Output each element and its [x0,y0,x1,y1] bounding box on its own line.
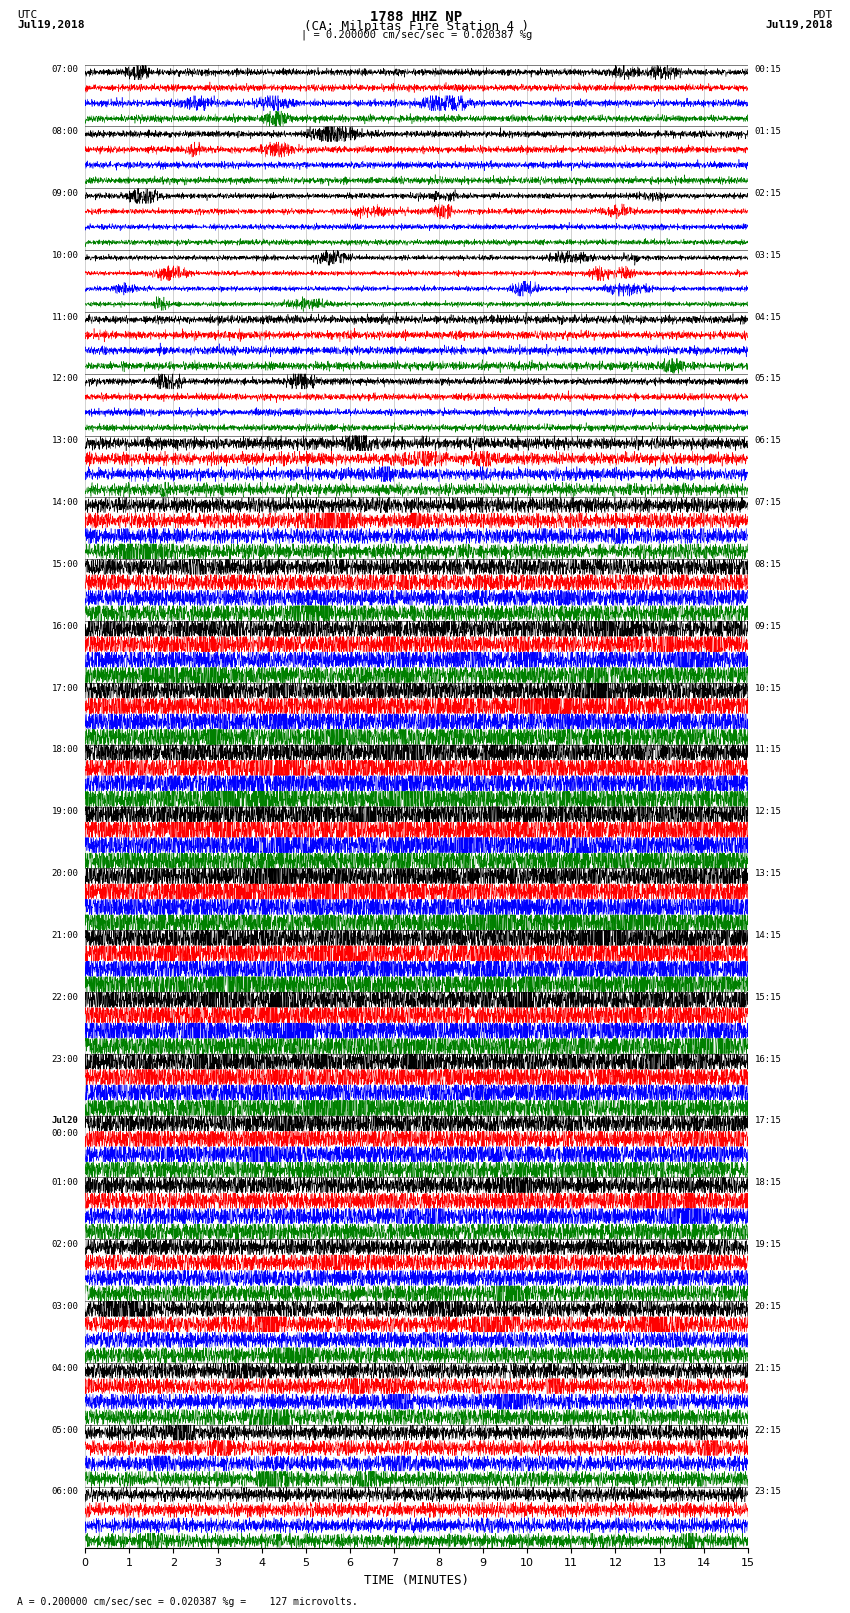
Text: 15:15: 15:15 [755,992,781,1002]
Text: 00:15: 00:15 [755,65,781,74]
Text: 22:15: 22:15 [755,1426,781,1434]
Text: 06:00: 06:00 [52,1487,78,1497]
Text: 10:15: 10:15 [755,684,781,692]
Text: 20:00: 20:00 [52,869,78,877]
Text: 07:15: 07:15 [755,498,781,506]
Text: 19:15: 19:15 [755,1240,781,1248]
Text: (CA: Milpitas Fire Station 4 ): (CA: Milpitas Fire Station 4 ) [304,19,529,34]
Text: 14:00: 14:00 [52,498,78,506]
Text: 23:15: 23:15 [755,1487,781,1497]
Text: 23:00: 23:00 [52,1055,78,1063]
Text: 18:15: 18:15 [755,1177,781,1187]
Text: 09:15: 09:15 [755,621,781,631]
Text: 22:00: 22:00 [52,992,78,1002]
Text: 16:15: 16:15 [755,1055,781,1063]
Text: A = 0.200000 cm/sec/sec = 0.020387 %g =    127 microvolts.: A = 0.200000 cm/sec/sec = 0.020387 %g = … [17,1597,358,1607]
Text: 11:00: 11:00 [52,313,78,321]
Text: | = 0.200000 cm/sec/sec = 0.020387 %g: | = 0.200000 cm/sec/sec = 0.020387 %g [301,31,532,40]
Text: 08:00: 08:00 [52,127,78,135]
Text: 13:15: 13:15 [755,869,781,877]
Text: 04:15: 04:15 [755,313,781,321]
Text: 00:00: 00:00 [52,1129,78,1137]
Text: 01:00: 01:00 [52,1177,78,1187]
Text: 14:15: 14:15 [755,931,781,940]
Text: 17:15: 17:15 [755,1116,781,1126]
Text: 12:00: 12:00 [52,374,78,384]
Text: UTC: UTC [17,11,37,21]
Text: 13:00: 13:00 [52,436,78,445]
Text: 08:15: 08:15 [755,560,781,569]
Text: 20:15: 20:15 [755,1302,781,1311]
Text: 03:00: 03:00 [52,1302,78,1311]
X-axis label: TIME (MINUTES): TIME (MINUTES) [364,1574,469,1587]
Text: 04:00: 04:00 [52,1363,78,1373]
Text: 02:15: 02:15 [755,189,781,198]
Text: 11:15: 11:15 [755,745,781,755]
Text: 1788 HHZ NP: 1788 HHZ NP [371,11,462,24]
Text: 12:15: 12:15 [755,806,781,816]
Text: 18:00: 18:00 [52,745,78,755]
Text: Jul19,2018: Jul19,2018 [17,19,84,31]
Text: 10:00: 10:00 [52,250,78,260]
Text: 19:00: 19:00 [52,806,78,816]
Text: Jul19,2018: Jul19,2018 [766,19,833,31]
Text: PDT: PDT [813,11,833,21]
Text: 05:15: 05:15 [755,374,781,384]
Text: 06:15: 06:15 [755,436,781,445]
Text: 07:00: 07:00 [52,65,78,74]
Text: 17:00: 17:00 [52,684,78,692]
Text: 05:00: 05:00 [52,1426,78,1434]
Text: 16:00: 16:00 [52,621,78,631]
Text: Jul20: Jul20 [52,1116,78,1126]
Text: 09:00: 09:00 [52,189,78,198]
Text: 02:00: 02:00 [52,1240,78,1248]
Text: 03:15: 03:15 [755,250,781,260]
Text: 15:00: 15:00 [52,560,78,569]
Text: 21:15: 21:15 [755,1363,781,1373]
Text: 21:00: 21:00 [52,931,78,940]
Text: 01:15: 01:15 [755,127,781,135]
